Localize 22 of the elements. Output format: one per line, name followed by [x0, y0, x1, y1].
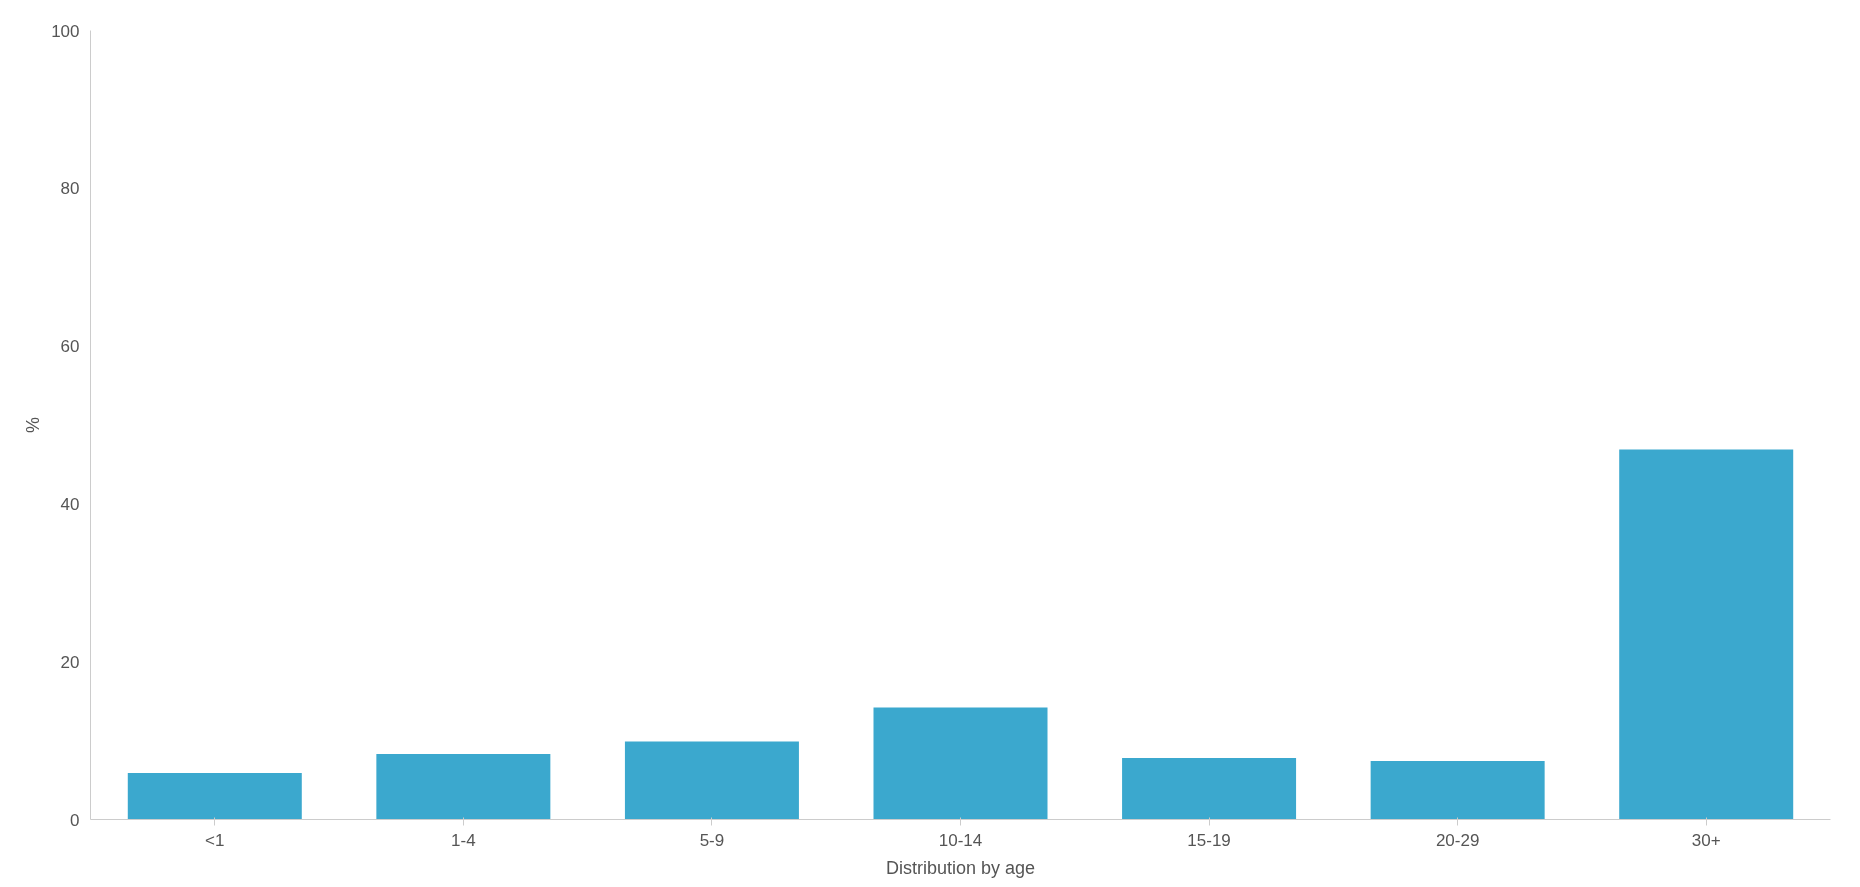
bar: [1122, 757, 1297, 820]
x-tick-label: 30+: [1691, 830, 1721, 850]
y-tick-label: 60: [60, 337, 80, 357]
x-tick-label: 5-9: [699, 830, 725, 850]
y-tick-label: 80: [60, 179, 80, 199]
x-tick-label: <1: [205, 830, 225, 850]
bar: [624, 741, 799, 820]
bar: [873, 707, 1048, 820]
x-axis-title: Distribution by age: [885, 857, 1036, 878]
x-tick-label: 1-4: [451, 830, 476, 850]
y-axis-title: %: [23, 416, 44, 433]
bar: [1619, 449, 1794, 820]
y-tick-label: 40: [60, 494, 80, 514]
y-tick-label: 0: [70, 810, 80, 830]
x-tick-label: 15-19: [1187, 830, 1231, 850]
bar: [376, 754, 551, 820]
bar: [127, 772, 302, 820]
x-tick-label: 20-29: [1435, 830, 1480, 850]
x-tick-label: 10-14: [938, 830, 983, 850]
y-tick-label: 20: [60, 652, 80, 672]
y-tick-label: 100: [51, 21, 80, 41]
bar: [1370, 761, 1545, 820]
